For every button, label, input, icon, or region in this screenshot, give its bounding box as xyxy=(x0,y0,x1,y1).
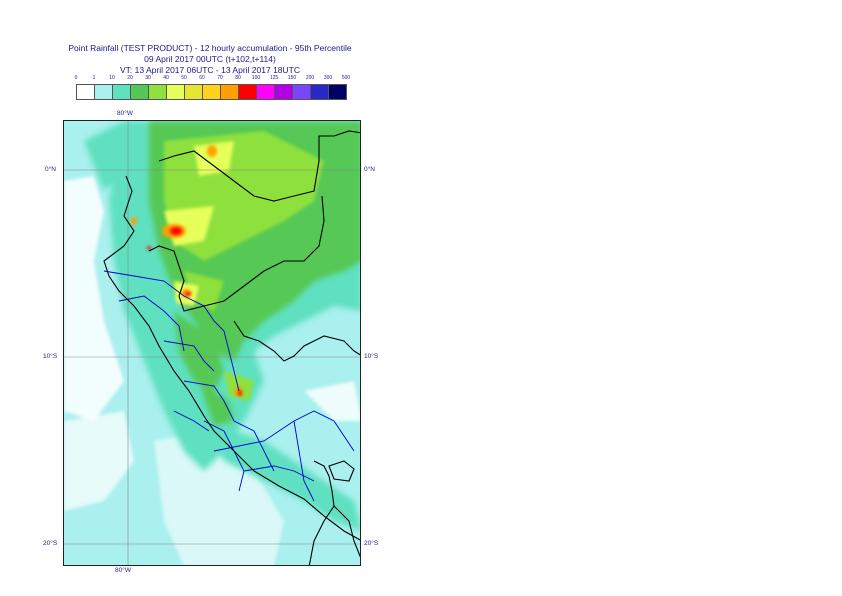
legend-tick-label: 200 xyxy=(305,75,315,81)
legend-tick-label: 100 xyxy=(251,75,261,81)
lat-label-right-20: 20°S xyxy=(364,540,379,547)
legend-tick-label: 40 xyxy=(163,75,169,81)
legend-tick-label: 50 xyxy=(181,75,187,81)
legend-tick-label: 1 xyxy=(92,75,96,81)
legend-swatch-3 xyxy=(130,84,149,100)
legend-swatch-2 xyxy=(112,84,131,100)
legend-tick-label: 125 xyxy=(269,75,279,81)
lon-label-top: 80°W xyxy=(117,110,133,117)
legend-tick-label: 60 xyxy=(199,75,205,81)
legend-swatch-11 xyxy=(274,84,293,100)
legend-swatch-10 xyxy=(256,84,275,100)
legend-swatch-6 xyxy=(184,84,203,100)
admin-boundaries xyxy=(103,270,355,502)
legend-tick-label: 70 xyxy=(217,75,223,81)
legend-tick-label: 0 xyxy=(74,75,78,81)
legend-swatch-1 xyxy=(94,84,113,100)
map-svg xyxy=(64,121,360,565)
legend-swatch-9 xyxy=(238,84,257,100)
legend-tick-label: 10 xyxy=(109,75,115,81)
legend-tick-label: 80 xyxy=(235,75,241,81)
valid-time: VT: 13 April 2017 06UTC - 13 April 2017 … xyxy=(119,65,300,75)
lon-label-bottom: 80°W xyxy=(115,567,131,574)
rain-peaks-red xyxy=(147,227,242,396)
dry-areas xyxy=(64,176,360,565)
legend-tick-label: 30 xyxy=(145,75,151,81)
lat-label-right-0: 0°N xyxy=(364,166,375,173)
legend-swatch-4 xyxy=(148,84,167,100)
lat-label-left-10: 10°S xyxy=(43,353,58,360)
graticule xyxy=(64,121,360,565)
legend-tick-label: 150 xyxy=(287,75,297,81)
national-borders xyxy=(103,130,360,565)
legend-swatch-5 xyxy=(166,84,185,100)
legend-swatch-7 xyxy=(202,84,221,100)
legend-tick-label: 300 xyxy=(323,75,333,81)
legend-swatch-0 xyxy=(76,84,95,100)
run-time: 09 April 2017 00UTC (t+102,t+114) xyxy=(144,54,276,64)
legend-swatch-8 xyxy=(220,84,239,100)
lat-label-left-0: 0°N xyxy=(45,166,56,173)
color-legend: 0 1 10 20 30 40 50 60 70 80 100 125 150 200 300 500 xyxy=(75,75,350,100)
lat-label-right-10: 10°S xyxy=(364,353,379,360)
legend-swatch-13 xyxy=(310,84,329,100)
legend-swatch-12 xyxy=(292,84,311,100)
rainfall-map xyxy=(63,120,361,566)
map-title: Point Rainfall (TEST PRODUCT) - 12 hourl… xyxy=(68,43,352,53)
lat-label-left-20: 20°S xyxy=(43,540,58,547)
legend-tick-label: 500 xyxy=(341,75,351,81)
legend-swatch-14 xyxy=(328,84,347,100)
legend-tick-label: 20 xyxy=(127,75,133,81)
